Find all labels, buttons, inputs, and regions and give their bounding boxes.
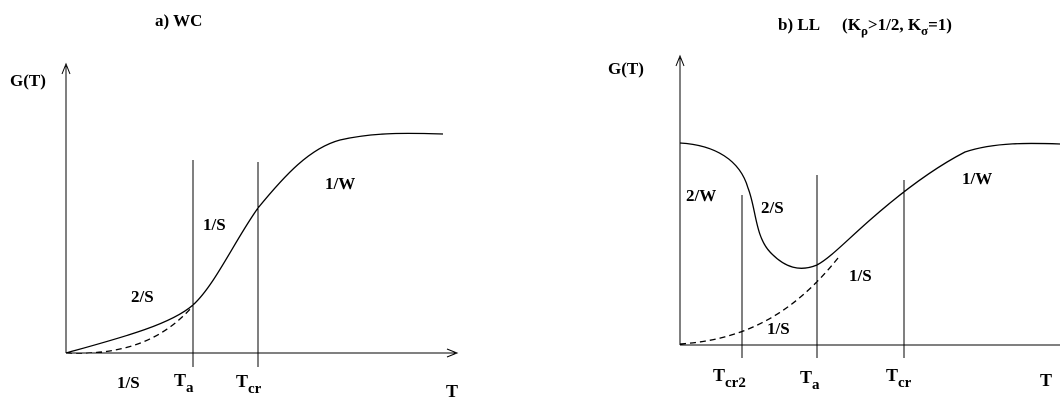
panel-b-solid-curve xyxy=(679,142,1060,269)
panel-b-title: b) LL (Kρ>1/2, Kσ=1) xyxy=(778,15,952,38)
panel-a-label-1-over-s-upper: 1/S xyxy=(203,215,226,234)
panel-b-label-1-over-s-lower: 1/S xyxy=(767,319,790,338)
panel-b-y-axis-arrow xyxy=(675,54,685,67)
panel-a-y-axis-label: G(T) xyxy=(10,71,46,90)
panel-a-dashed-curve xyxy=(65,305,194,354)
panel-a-title: a) WC xyxy=(155,11,202,30)
panel-b: b) LL (Kρ>1/2, Kσ=1) G(T) 2/W 2/S 1/W 1/S… xyxy=(608,15,1060,393)
panel-b-label-2-over-w: 2/W xyxy=(686,186,716,205)
panel-a-tick-tcr: Tcr xyxy=(236,371,262,397)
panel-b-y-axis-label: G(T) xyxy=(608,59,644,78)
panel-b-x-axis-label: T xyxy=(1040,370,1052,390)
panel-b-tick-tcr2: Tcr2 xyxy=(713,365,746,391)
panel-a-label-1-over-s-lower: 1/S xyxy=(117,373,140,392)
panel-b-tick-ta: Ta xyxy=(800,367,820,393)
panel-a-tick-ta: Ta xyxy=(174,370,194,396)
panel-a: a) WC G(T) 1/W 1/S 2/S 1/S Ta Tcr T xyxy=(10,11,459,401)
panel-a-solid-curve xyxy=(65,132,444,354)
panel-b-label-2-over-s: 2/S xyxy=(761,198,784,217)
panel-b-label-1-over-s-right: 1/S xyxy=(849,266,872,285)
panel-b-dashed-curve xyxy=(679,257,839,345)
panel-a-label-2-over-s: 2/S xyxy=(131,287,154,306)
panel-b-label-1-over-w: 1/W xyxy=(962,169,992,188)
panel-a-x-axis-label: T xyxy=(446,381,458,401)
panel-a-x-axis-arrow xyxy=(446,348,459,358)
panel-b-tick-tcr: Tcr xyxy=(886,365,912,391)
panel-a-label-1-over-w: 1/W xyxy=(325,174,355,193)
panel-a-y-axis-arrow xyxy=(61,62,71,75)
